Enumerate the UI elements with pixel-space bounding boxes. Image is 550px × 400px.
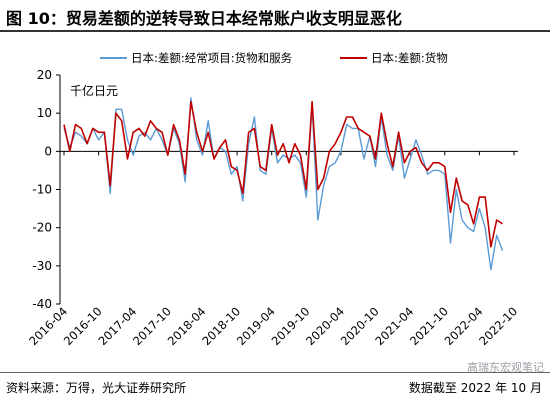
source-note: 资料来源：万得，光大证券研究所 [6, 381, 187, 395]
data-date-note: 数据截至 2022 年 10 月 [408, 381, 542, 395]
footer: 高瑞东宏观笔记 资料来源：万得，光大证券研究所 数据截至 2022 年 10 月 [0, 361, 550, 400]
line-chart: 日本:差额:经常项目:货物和服务 日本:差额:货物 千亿日元 20 10 0 -10 -… [26, 51, 520, 348]
unit-label: 千亿日元 [70, 83, 118, 98]
y-tick-label: -30 [32, 259, 52, 273]
series-line-goods-services [63, 97, 504, 271]
watermark: 高瑞东宏观笔记 [467, 361, 544, 374]
axes: 20100-10-20-30-402016-042016-102017-0420… [26, 68, 520, 348]
y-tick-label: -10 [32, 183, 52, 197]
y-tick-label: -20 [32, 221, 52, 235]
series-lines [63, 97, 504, 271]
y-tick-label: 20 [37, 68, 52, 82]
footer-divider [0, 372, 550, 373]
legend: 日本:差额:经常项目:货物和服务 日本:差额:货物 [100, 51, 448, 65]
y-tick-label: -40 [32, 297, 52, 311]
y-tick-label: 0 [44, 144, 52, 158]
chart-title: 图 10：贸易差额的逆转导致日本经常账户收支明显恶化 [6, 9, 402, 28]
x-tick-label: 2022-10 [476, 304, 520, 348]
legend-label-goods-services: 日本:差额:经常项目:货物和服务 [131, 51, 293, 65]
series-line-goods [63, 100, 503, 248]
y-tick-label: 10 [37, 106, 52, 120]
title-divider [0, 30, 550, 32]
legend-label-goods: 日本:差额:货物 [371, 51, 448, 65]
